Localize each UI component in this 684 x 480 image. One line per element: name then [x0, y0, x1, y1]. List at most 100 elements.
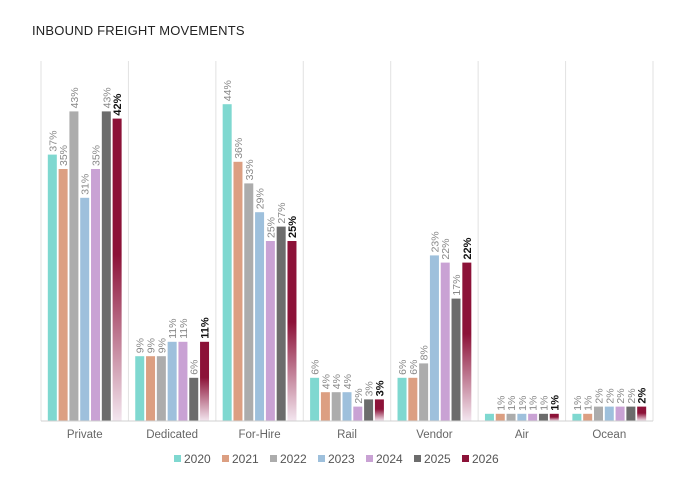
- value-label: 2%: [637, 387, 649, 403]
- bar-vendor-2025: [451, 298, 461, 421]
- bar-for-hire-2020: [222, 104, 232, 421]
- bar-vendor-2020: [397, 377, 407, 421]
- bar-private-2025: [101, 111, 111, 422]
- value-label: 1%: [528, 396, 540, 411]
- value-label: 1%: [495, 396, 507, 411]
- category-label-for-hire: For-Hire: [238, 429, 280, 441]
- value-label: 23%: [429, 231, 441, 252]
- legend-swatch-2022: [270, 455, 277, 462]
- value-label: 44%: [222, 80, 234, 101]
- legend: 2020 2021 2022 2023 2024 2025 2026: [174, 452, 499, 466]
- value-label: 17%: [451, 275, 463, 296]
- bar-private-2026: [112, 118, 122, 421]
- value-label: 3%: [374, 380, 386, 396]
- value-label: 42%: [112, 93, 124, 115]
- value-label: 1%: [549, 395, 561, 411]
- bar-dedicated-2020: [135, 356, 145, 421]
- bar-for-hire-2021: [233, 161, 243, 422]
- value-label: 9%: [135, 338, 147, 353]
- bar-for-hire-2026: [287, 241, 297, 421]
- value-label: 33%: [244, 159, 256, 180]
- value-label: 2%: [626, 388, 638, 403]
- value-label: 27%: [276, 203, 288, 224]
- value-label: 6%: [397, 360, 409, 375]
- bar-vendor-2023: [429, 255, 439, 421]
- value-label: 4%: [342, 374, 354, 389]
- bar-rail-2023: [342, 392, 352, 421]
- bar-rail-2021: [320, 392, 330, 421]
- bar-vendor-2026: [462, 262, 472, 421]
- bar-dedicated-2024: [178, 341, 188, 421]
- bar-private-2022: [69, 111, 79, 422]
- legend-label-2024: 2024: [376, 452, 403, 466]
- bar-vendor-2024: [440, 262, 450, 421]
- bar-private-2023: [80, 197, 90, 421]
- category-label-private: Private: [67, 429, 103, 441]
- bar-private-2021: [58, 169, 68, 421]
- value-label: 6%: [310, 360, 322, 375]
- bar-ocean-2023: [604, 406, 614, 421]
- bar-ocean-2022: [593, 406, 603, 421]
- bar-for-hire-2022: [244, 183, 254, 421]
- bar-air-2021: [495, 413, 505, 421]
- legend-swatch-2023: [318, 455, 325, 462]
- bar-rail-2025: [364, 399, 374, 421]
- value-label: 4%: [331, 374, 343, 389]
- legend-label-2026: 2026: [472, 452, 499, 466]
- value-labels-group: 37%35%43%31%35%43%42%9%9%9%11%11%6%11%44…: [47, 80, 648, 411]
- bar-dedicated-2023: [167, 341, 177, 421]
- legend-label-2023: 2023: [328, 452, 355, 466]
- category-label-ocean: Ocean: [592, 429, 626, 441]
- category-label-air: Air: [515, 429, 529, 441]
- value-label: 2%: [593, 388, 605, 403]
- bar-dedicated-2025: [189, 377, 199, 421]
- value-label: 1%: [583, 396, 595, 411]
- value-label: 1%: [538, 396, 550, 411]
- bar-private-2024: [91, 169, 101, 421]
- value-label: 43%: [101, 87, 113, 108]
- legend-label-2021: 2021: [232, 452, 259, 466]
- legend-swatch-2026: [462, 455, 469, 462]
- value-label: 36%: [233, 138, 245, 159]
- value-label: 1%: [572, 396, 584, 411]
- value-label: 37%: [47, 131, 59, 152]
- category-label-dedicated: Dedicated: [146, 429, 198, 441]
- bar-rail-2026: [374, 399, 384, 421]
- value-label: 29%: [255, 188, 267, 209]
- bar-vendor-2021: [408, 377, 418, 421]
- bar-air-2020: [484, 413, 494, 421]
- value-label: 25%: [265, 217, 277, 238]
- category-label-vendor: Vendor: [416, 429, 453, 441]
- bar-for-hire-2024: [265, 241, 275, 421]
- value-label: 11%: [178, 319, 190, 339]
- legend-swatch-2021: [222, 455, 229, 462]
- bar-rail-2022: [331, 392, 341, 421]
- value-label: 11%: [167, 319, 179, 339]
- bar-for-hire-2025: [276, 226, 286, 421]
- chart-title: INBOUND FREIGHT MOVEMENTS: [32, 23, 245, 38]
- value-label: 2%: [353, 388, 365, 403]
- value-label: 43%: [69, 87, 81, 108]
- bar-ocean-2024: [615, 406, 625, 421]
- value-label: 9%: [146, 338, 158, 353]
- bar-air-2024: [528, 413, 538, 421]
- value-label: 8%: [419, 345, 431, 360]
- bar-air-2023: [517, 413, 527, 421]
- category-separators: [40, 61, 654, 421]
- bar-for-hire-2023: [255, 212, 265, 421]
- value-label: 2%: [615, 388, 627, 403]
- value-label: 6%: [189, 360, 201, 375]
- value-label: 2%: [604, 388, 616, 403]
- value-label: 6%: [408, 360, 420, 375]
- value-label: 22%: [440, 239, 452, 260]
- legend-swatch-2024: [366, 455, 373, 462]
- value-label: 9%: [156, 338, 168, 353]
- bar-air-2025: [538, 413, 548, 421]
- bar-dedicated-2022: [156, 356, 166, 421]
- bar-ocean-2025: [626, 406, 636, 421]
- value-label: 31%: [80, 174, 92, 195]
- bar-vendor-2022: [419, 363, 429, 421]
- value-label: 11%: [200, 317, 212, 339]
- bar-rail-2024: [353, 406, 363, 421]
